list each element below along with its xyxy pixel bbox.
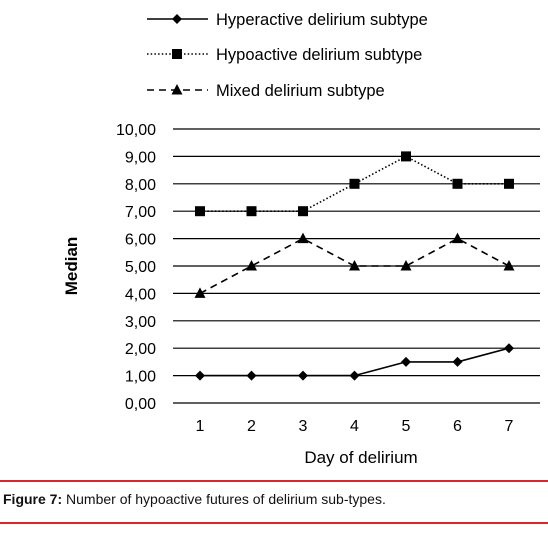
y-tick-label: 5,00 xyxy=(125,259,156,276)
y-tick-label: 10,00 xyxy=(116,122,156,139)
data-point xyxy=(195,206,205,217)
caption-top-rule xyxy=(0,480,548,482)
data-point xyxy=(246,206,257,217)
x-tick-label: 2 xyxy=(247,418,256,435)
data-point xyxy=(504,178,514,189)
figure-caption: Figure 7: Number of hypoactive futures o… xyxy=(3,491,386,507)
y-tick-label: 2,00 xyxy=(125,341,156,358)
caption-bottom-rule xyxy=(0,522,548,524)
legend-label: Mixed delirium subtype xyxy=(216,82,385,100)
data-point xyxy=(349,370,360,381)
chart-legend: Hyperactive delirium subtype Hypoactive d… xyxy=(147,11,428,100)
chart-series xyxy=(194,151,515,381)
series-hyperactive xyxy=(195,343,514,381)
x-tick-label: 7 xyxy=(505,418,514,435)
x-tick-label: 3 xyxy=(299,418,308,435)
line-chart: Hyperactive delirium subtype Hypoactive d… xyxy=(62,11,540,467)
y-tick-label: 9,00 xyxy=(125,149,156,166)
data-point xyxy=(298,370,308,381)
caption-text: Number of hypoactive futures of delirium… xyxy=(66,491,386,507)
data-point xyxy=(246,260,257,271)
series-hypoactive xyxy=(195,151,514,217)
y-tick-label: 4,00 xyxy=(125,286,156,303)
legend-item: Hyperactive delirium subtype xyxy=(147,11,428,29)
legend-marker xyxy=(172,49,182,59)
data-point xyxy=(400,260,412,271)
y-axis-tick-labels: 0,00 1,00 2,00 3,00 4,00 5,00 6,00 7,00 8,00 9,00… xyxy=(116,122,156,413)
x-axis-tick-labels: 1 2 3 4 5 6 7 xyxy=(196,418,514,435)
data-point xyxy=(503,260,515,271)
data-point xyxy=(298,206,308,217)
data-point xyxy=(246,370,257,381)
y-tick-label: 7,00 xyxy=(125,204,156,221)
y-axis-label: Median xyxy=(62,237,81,296)
data-point xyxy=(401,356,411,367)
y-tick-label: 0,00 xyxy=(125,396,156,413)
x-axis-label: Day of delirium xyxy=(304,448,417,467)
x-tick-label: 1 xyxy=(196,418,205,435)
data-point xyxy=(349,178,360,189)
data-point xyxy=(452,178,463,189)
data-point xyxy=(349,260,360,271)
data-point xyxy=(297,232,309,244)
legend-label: Hypoactive delirium subtype xyxy=(216,46,422,64)
legend-item: Mixed delirium subtype xyxy=(147,82,385,100)
series-mixed xyxy=(194,232,515,298)
legend-marker xyxy=(172,14,182,24)
data-point xyxy=(504,343,514,354)
x-tick-label: 5 xyxy=(402,418,411,435)
data-point xyxy=(194,287,206,298)
y-tick-label: 8,00 xyxy=(125,177,156,194)
legend-label: Hyperactive delirium subtype xyxy=(216,11,428,29)
x-tick-label: 6 xyxy=(453,418,462,435)
data-point xyxy=(452,356,463,367)
y-tick-label: 1,00 xyxy=(125,369,156,386)
data-point xyxy=(401,151,411,162)
data-point xyxy=(452,232,463,244)
y-tick-label: 3,00 xyxy=(125,314,156,331)
y-tick-label: 6,00 xyxy=(125,232,156,249)
x-tick-label: 4 xyxy=(350,418,359,435)
legend-marker xyxy=(171,84,183,95)
caption-label: Figure 7: xyxy=(3,491,63,507)
legend-item: Hypoactive delirium subtype xyxy=(147,46,422,64)
data-point xyxy=(195,370,205,381)
